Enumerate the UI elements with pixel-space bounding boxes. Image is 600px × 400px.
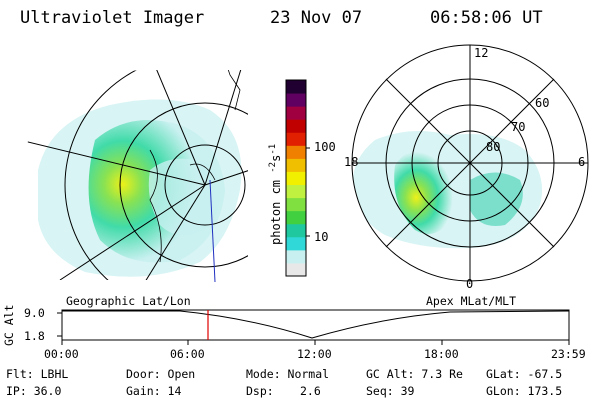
timeline-xtick-1800: 18:00 [424, 347, 459, 361]
geographic-map [25, 70, 249, 283]
observation-time: 06:58:06 UT [430, 8, 543, 28]
colorbar-swatch [286, 236, 306, 251]
mlat-label-80: 80 [486, 140, 501, 154]
info-dsp-label: Dsp: [246, 384, 274, 398]
info-door: Door: Open [126, 367, 196, 381]
info-filter: Flt: LBHL [6, 367, 69, 381]
colorbar-swatch [286, 132, 306, 146]
timeline-frame [61, 309, 570, 341]
colorbar-swatch [286, 93, 306, 107]
timeline-axis-title: GC Alt [2, 304, 16, 346]
colorbar-swatch [286, 223, 306, 238]
mlt-label-6: 6 [578, 155, 586, 169]
polar-map-label: Apex MLat/MLT [426, 294, 517, 308]
info-glat: GLat: -67.5 [486, 367, 563, 381]
altitude-curve [62, 310, 570, 339]
colorbar-swatch [286, 119, 306, 133]
info-glon: GLon: 173.5 [486, 384, 563, 398]
colorbar-unit-label: photon cm -2s-1 [268, 143, 283, 245]
colorbar [285, 79, 310, 277]
colorbar-tick-10: 10 [314, 230, 329, 244]
timeline-xtick-0600: 06:00 [170, 347, 205, 361]
geo-map-label: Geographic Lat/Lon [66, 294, 191, 308]
info-ip: IP: 36.0 [6, 384, 62, 398]
colorbar-swatch [286, 145, 306, 159]
timeline-ticks [57, 312, 570, 345]
timeline-xtick-0000: 00:00 [44, 347, 79, 361]
info-dsp-value: 2.6 [300, 384, 321, 398]
timeline-xtick-2359: 23:59 [551, 347, 586, 361]
colorbar-swatch [286, 262, 306, 277]
colorbar-swatch [286, 249, 306, 264]
geo-grid-lines [25, 70, 249, 280]
colorbar-frame [285, 79, 307, 277]
info-gain: Gain: 14 [126, 384, 182, 398]
colorbar-swatch [286, 210, 306, 225]
info-mode: Mode: Normal [246, 367, 330, 381]
timeline-ytick-1.8: 1.8 [24, 329, 45, 343]
colorbar-swatch [286, 184, 306, 199]
mlt-label-18: 18 [344, 155, 359, 169]
mlt-label-12: 12 [474, 46, 489, 60]
info-seq: Seq: 39 [366, 384, 415, 398]
altitude-timeline [57, 309, 570, 345]
info-gc-alt: GC Alt: 7.3 Re [366, 367, 463, 381]
mlat-label-60: 60 [535, 96, 550, 110]
polar-grid-lines [351, 44, 589, 282]
timeline-ytick-9: 9.0 [24, 306, 45, 320]
timeline-xtick-1200: 12:00 [297, 347, 332, 361]
geo-footprint-line [209, 179, 216, 283]
mlat-label-70: 70 [511, 120, 526, 134]
colorbar-swatch [286, 106, 306, 120]
polar-map [351, 44, 589, 282]
colorbar-tick-100: 100 [314, 140, 336, 154]
colorbar-swatch [286, 197, 306, 212]
mlt-label-0: 0 [466, 277, 474, 291]
colorbar-swatch [286, 171, 306, 186]
observation-date: 23 Nov 07 [270, 8, 363, 28]
instrument-title: Ultraviolet Imager [20, 8, 205, 28]
colorbar-swatch [286, 158, 306, 172]
colorbar-swatch [286, 80, 306, 94]
